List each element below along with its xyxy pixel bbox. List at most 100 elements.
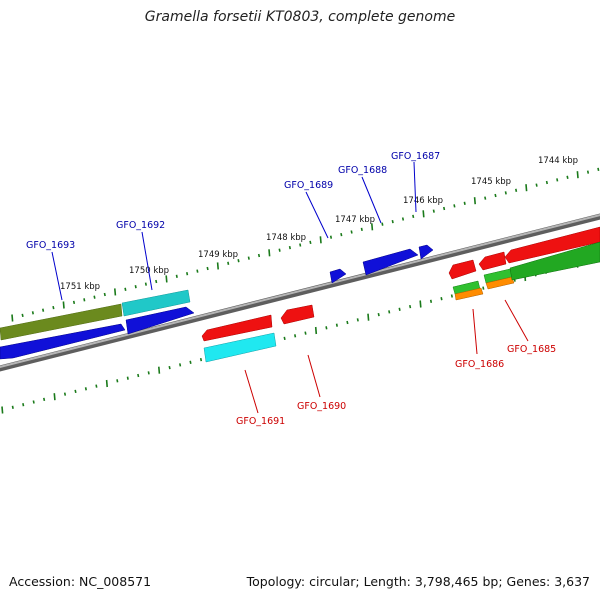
gene-blue-gfo-1688[interactable] [362,248,419,276]
label-gfo-1690[interactable]: GFO_1690 [297,401,346,412]
upper-tick [381,222,384,226]
lower-tick [283,336,286,341]
lower-tick [32,400,35,404]
lower-tick [294,334,297,338]
tick-track-upper [11,167,600,322]
label-gfo-1691[interactable]: GFO_1691 [236,416,285,427]
gene-red-gfo-1690[interactable] [280,304,315,325]
lower-tick [335,323,338,327]
gene-red-small-1[interactable] [448,259,477,280]
tick-label-1748: 1748 kbp [266,233,306,243]
gene-cyan-upper[interactable] [121,289,191,317]
gene-cyan-lower[interactable] [203,332,277,363]
lower-tick [346,320,349,325]
upper-tick [299,243,302,247]
upper-tick [576,171,579,179]
gene-olive[interactable] [0,303,123,341]
lower-tick [388,310,391,314]
label-gfo-1685[interactable]: GFO_1685 [507,344,556,355]
lower-tick [158,366,161,374]
gene-green-long[interactable] [509,241,600,281]
upper-tick [21,313,24,318]
upper-tick [412,214,415,219]
upper-tick [227,261,230,265]
upper-tick [597,167,600,172]
label-gfo-1687[interactable]: GFO_1687 [391,151,440,162]
upper-tick [62,301,65,309]
upper-tick [586,170,590,174]
upper-tick [114,288,117,296]
lower-tick [304,331,307,335]
upper-tick [340,232,343,237]
tick-label-1744: 1744 kbp [538,156,578,166]
upper-tick [371,223,374,231]
leader-gfo-1691 [244,369,259,414]
lower-tick [325,326,328,330]
lower-tick [74,389,77,394]
upper-tick [391,219,394,224]
label-gfo-1686[interactable]: GFO_1686 [455,359,504,370]
gene-orange-small[interactable] [454,287,484,301]
gene-red-small-2[interactable] [478,251,507,271]
upper-tick [196,269,199,273]
label-gfo-1688[interactable]: GFO_1688 [338,165,387,176]
tick-label-1745: 1745 kbp [471,177,511,187]
upper-tick [350,230,353,234]
lower-tick [1,406,4,414]
upper-tick [216,262,219,270]
upper-tick [556,178,559,182]
lower-tick [22,403,25,407]
lower-tick [199,357,203,362]
lower-tick [43,397,46,402]
genome-summary-text: Topology: circular; Length: 3,798,465 bp… [246,574,590,589]
gene-red-gfo-1691[interactable] [201,314,273,342]
upper-tick [443,206,446,211]
tick-label-1746: 1746 kbp [403,196,443,206]
upper-tick [247,256,250,260]
upper-tick [103,292,106,297]
lower-tick [409,304,412,309]
leader-gfo-1685 [504,299,529,342]
gene-blue-mid[interactable] [125,306,195,335]
lower-tick [356,318,359,322]
label-gfo-1692[interactable]: GFO_1692 [116,220,165,231]
lower-tick [53,393,56,401]
tick-label-1749: 1749 kbp [198,250,238,260]
tick-label-1747: 1747 kbp [335,215,375,225]
upper-tick [134,285,137,289]
tick-label-1751: 1751 kbp [60,282,100,292]
accession-text: Accession: NC_008571 [9,574,152,589]
lower-tick [314,326,318,335]
gene-blue-gfo-1689[interactable] [329,268,347,284]
lower-tick [482,286,485,290]
upper-tick [278,248,281,252]
lower-tick [137,373,140,378]
lower-tick [84,387,87,391]
upper-tick [463,201,466,205]
leader-gfo-1690 [307,354,321,398]
upper-tick [319,236,322,244]
lower-tick [440,297,443,301]
upper-tick [175,274,178,278]
label-gfo-1693[interactable]: GFO_1693 [26,240,75,251]
gene-blue-long[interactable] [0,323,126,360]
label-leaders [51,161,529,414]
upper-tick [504,191,507,195]
upper-tick [453,204,456,208]
lower-tick [450,294,453,298]
upper-tick [165,275,168,283]
gene-orange-mid[interactable] [485,276,515,290]
lower-tick [189,360,192,364]
upper-tick [473,197,476,205]
upper-tick [11,314,14,322]
lower-tick [398,307,401,311]
genes-reverse [201,226,600,363]
upper-tick [186,272,189,276]
lower-tick [11,405,14,409]
gene-blue-gfo-1687[interactable] [418,244,434,260]
label-gfo-1689[interactable]: GFO_1689 [284,180,333,191]
gene-red-long[interactable] [504,226,600,264]
upper-tick [72,300,76,305]
genome-backbone [0,213,600,372]
